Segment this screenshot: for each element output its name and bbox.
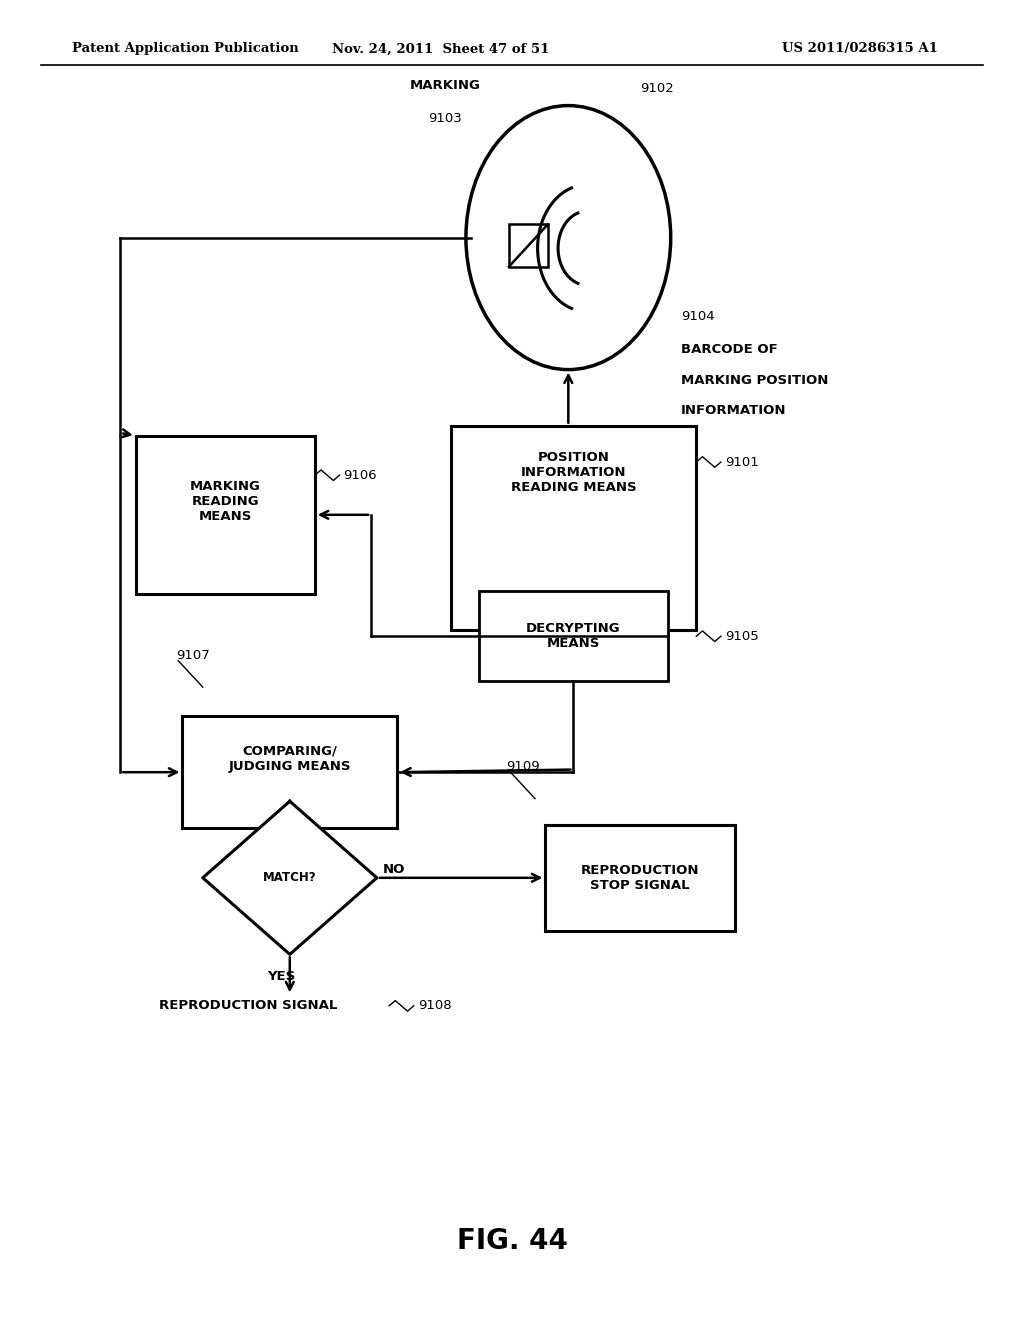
Text: POSITION
INFORMATION
READING MEANS: POSITION INFORMATION READING MEANS: [511, 451, 636, 494]
Bar: [479, 591, 669, 681]
Text: DECRYPTING
MEANS: DECRYPTING MEANS: [526, 622, 621, 651]
Text: MARKING POSITION: MARKING POSITION: [681, 374, 828, 387]
Text: MARKING
READING
MEANS: MARKING READING MEANS: [189, 480, 261, 523]
Bar: [545, 825, 735, 931]
Text: 9102: 9102: [640, 82, 674, 95]
Text: 9104: 9104: [681, 310, 715, 323]
Text: Patent Application Publication: Patent Application Publication: [72, 42, 298, 55]
Bar: [509, 224, 548, 267]
Text: 9105: 9105: [725, 630, 759, 643]
Text: COMPARING/
JUDGING MEANS: COMPARING/ JUDGING MEANS: [228, 744, 351, 774]
Text: NO: NO: [383, 863, 406, 876]
Text: 9103: 9103: [429, 112, 462, 125]
Text: INFORMATION: INFORMATION: [681, 404, 786, 417]
Text: REPRODUCTION SIGNAL: REPRODUCTION SIGNAL: [159, 999, 337, 1012]
Text: REPRODUCTION
STOP SIGNAL: REPRODUCTION STOP SIGNAL: [581, 863, 699, 892]
Text: US 2011/0286315 A1: US 2011/0286315 A1: [782, 42, 938, 55]
Polygon shape: [203, 801, 377, 954]
Bar: [451, 425, 696, 631]
Text: BARCODE OF: BARCODE OF: [681, 343, 777, 356]
Text: Nov. 24, 2011  Sheet 47 of 51: Nov. 24, 2011 Sheet 47 of 51: [332, 42, 549, 55]
Bar: [135, 436, 315, 594]
Text: 9107: 9107: [176, 649, 210, 661]
Text: FIG. 44: FIG. 44: [457, 1226, 567, 1255]
Text: MARKING: MARKING: [410, 79, 481, 92]
Bar: [182, 715, 397, 829]
Text: 9106: 9106: [344, 469, 377, 482]
Text: 9108: 9108: [418, 999, 452, 1012]
Text: 9109: 9109: [506, 760, 540, 774]
Text: 9101: 9101: [725, 455, 759, 469]
Text: YES: YES: [267, 970, 296, 983]
Text: MATCH?: MATCH?: [263, 871, 316, 884]
